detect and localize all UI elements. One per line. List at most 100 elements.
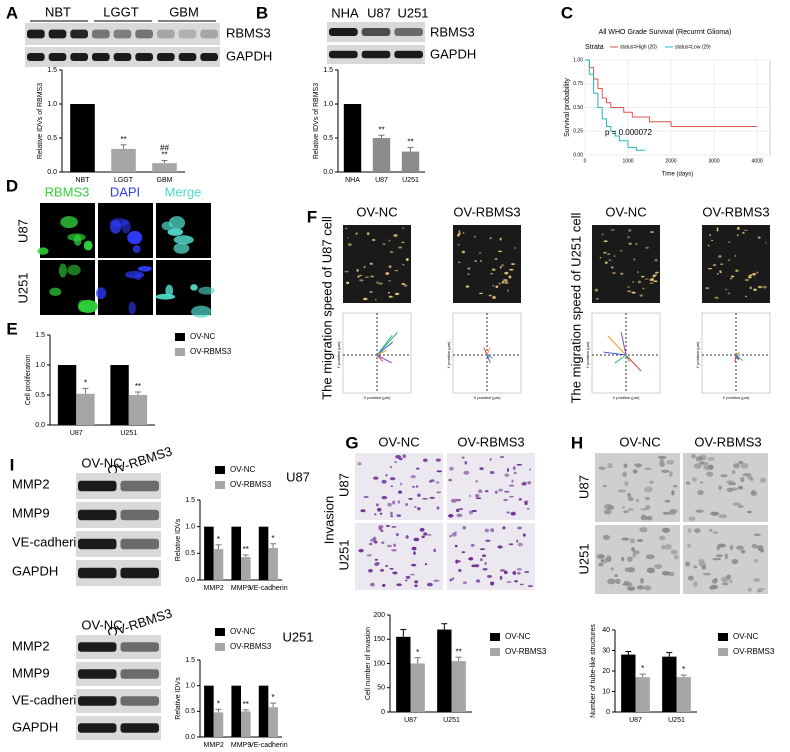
cell bbox=[173, 235, 194, 245]
cell bbox=[705, 287, 710, 290]
cell bbox=[749, 286, 753, 290]
cell bbox=[392, 571, 398, 575]
label: G bbox=[345, 433, 358, 452]
cell bbox=[692, 477, 697, 482]
y-tick-label: 0.5 bbox=[47, 135, 57, 142]
band bbox=[329, 50, 358, 59]
cell bbox=[640, 514, 647, 521]
cell bbox=[633, 258, 636, 261]
cell bbox=[429, 496, 435, 499]
band bbox=[78, 509, 117, 521]
cell bbox=[467, 273, 471, 275]
cell bbox=[395, 532, 399, 537]
cell bbox=[726, 487, 734, 493]
cell bbox=[595, 297, 599, 300]
cell bbox=[707, 268, 713, 270]
bar bbox=[213, 712, 224, 737]
cell bbox=[358, 548, 364, 553]
cell bbox=[503, 498, 508, 502]
band bbox=[157, 53, 175, 61]
cell bbox=[413, 505, 417, 508]
cell bbox=[603, 503, 613, 510]
cell bbox=[718, 485, 722, 490]
label: U251 bbox=[443, 717, 460, 724]
bar bbox=[396, 636, 411, 712]
y-tick-label: 100 bbox=[373, 660, 385, 667]
label: U251 bbox=[120, 430, 137, 437]
cell bbox=[385, 564, 388, 568]
cell bbox=[701, 565, 707, 570]
micrograph bbox=[592, 225, 660, 303]
cell bbox=[603, 509, 612, 515]
cell bbox=[659, 461, 665, 467]
label: GBM bbox=[169, 4, 199, 19]
cell bbox=[753, 288, 757, 291]
cell bbox=[413, 537, 420, 542]
cell bbox=[374, 513, 377, 516]
cell bbox=[461, 551, 466, 554]
cell bbox=[620, 250, 623, 252]
cell bbox=[397, 500, 401, 504]
cell bbox=[83, 240, 93, 251]
legend-label: OV-RBMS3 bbox=[230, 480, 272, 489]
cell bbox=[454, 544, 458, 548]
bar bbox=[635, 677, 650, 712]
cell bbox=[390, 485, 393, 488]
cell bbox=[743, 229, 748, 231]
cell bbox=[596, 554, 605, 559]
y-tick-label: 0.5 bbox=[185, 708, 195, 715]
label: MMP2 bbox=[204, 742, 224, 749]
cell bbox=[411, 485, 416, 488]
cell bbox=[716, 229, 719, 232]
cell bbox=[607, 462, 613, 466]
cell bbox=[490, 581, 495, 586]
legend-swatch bbox=[215, 628, 225, 636]
bar bbox=[204, 526, 214, 580]
cell bbox=[168, 216, 186, 230]
cell bbox=[391, 549, 397, 552]
legend-label: OV-RBMS3 bbox=[505, 647, 547, 656]
y-tick-label: 0.0 bbox=[323, 169, 333, 176]
cell bbox=[728, 241, 730, 243]
cell bbox=[712, 264, 717, 266]
cell bbox=[363, 265, 366, 269]
cell bbox=[462, 525, 466, 530]
cell bbox=[37, 247, 49, 255]
cell bbox=[644, 278, 649, 280]
cell bbox=[666, 460, 675, 465]
cell bbox=[421, 535, 425, 539]
bar bbox=[662, 656, 677, 712]
label: GBM bbox=[157, 177, 173, 184]
cell bbox=[378, 282, 383, 285]
label: GAPDH bbox=[12, 719, 58, 734]
cell bbox=[601, 233, 604, 236]
y-tick-label: 1.0 bbox=[323, 101, 333, 108]
cell bbox=[669, 471, 673, 477]
micrograph bbox=[355, 523, 443, 590]
track bbox=[486, 354, 493, 359]
label: OV-NC bbox=[619, 434, 660, 449]
cell bbox=[475, 480, 478, 483]
label: U251 bbox=[397, 5, 428, 20]
cell bbox=[604, 557, 612, 563]
cell bbox=[381, 479, 387, 484]
band bbox=[329, 28, 358, 36]
bar bbox=[258, 526, 269, 580]
cell bbox=[489, 470, 495, 475]
cell bbox=[644, 496, 651, 501]
axis-label: X position (μm) bbox=[364, 395, 392, 400]
label: MMP2 bbox=[12, 476, 50, 491]
cell bbox=[369, 542, 373, 546]
y-tick-label: 20 bbox=[602, 668, 610, 675]
cell bbox=[436, 491, 442, 494]
band bbox=[361, 28, 391, 36]
cell bbox=[470, 543, 475, 547]
cell bbox=[376, 281, 379, 284]
cell bbox=[734, 254, 737, 257]
cell bbox=[435, 458, 442, 462]
cell bbox=[720, 576, 729, 583]
bar bbox=[343, 104, 362, 172]
track bbox=[603, 351, 627, 356]
cell bbox=[687, 575, 694, 581]
y-tick-label: 1.5 bbox=[35, 332, 45, 339]
